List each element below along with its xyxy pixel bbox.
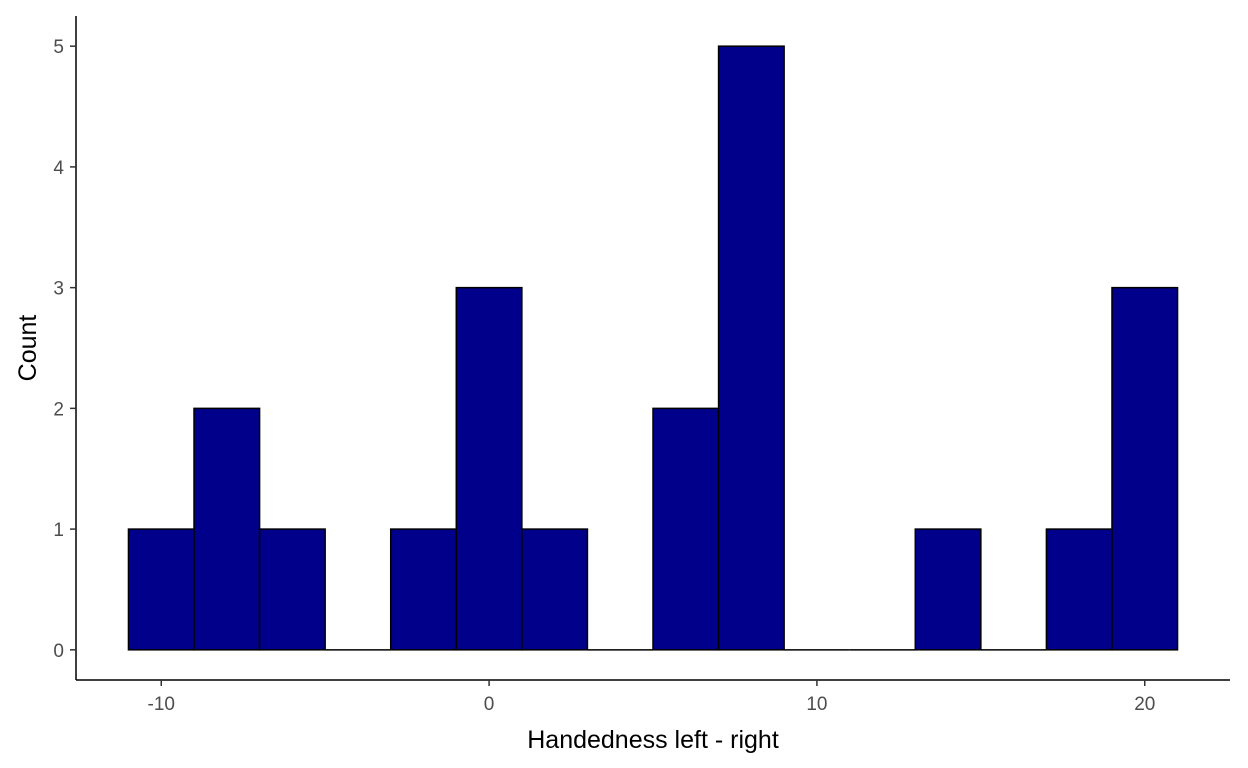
axes-group: 0 1 2 3 4 5 -10 0 10 20 bbox=[53, 16, 1230, 715]
bars-group bbox=[127, 45, 1179, 651]
x-tick-label: 20 bbox=[1134, 694, 1155, 715]
histogram-bar bbox=[1111, 286, 1179, 651]
histogram-bar bbox=[127, 528, 195, 651]
y-tick-label: 3 bbox=[53, 279, 64, 300]
y-tick-label: 2 bbox=[53, 399, 64, 420]
y-tick-label: 0 bbox=[53, 641, 64, 662]
histogram-bar bbox=[652, 407, 720, 651]
x-ticks: -10 0 10 20 bbox=[148, 680, 1155, 715]
histogram-bar bbox=[1045, 528, 1113, 651]
x-tick-label: 0 bbox=[484, 694, 495, 715]
histogram-bar bbox=[717, 45, 785, 651]
x-axis-title: Handedness left - right bbox=[527, 726, 779, 754]
histogram-bar bbox=[389, 528, 458, 651]
histogram-bar bbox=[914, 528, 982, 651]
y-ticks: 0 1 2 3 4 5 bbox=[53, 37, 76, 662]
x-tick-label: 10 bbox=[806, 694, 827, 715]
histogram-bar bbox=[258, 528, 326, 651]
histogram-bar bbox=[521, 528, 589, 651]
y-axis-title: Count bbox=[14, 315, 42, 382]
y-tick-label: 5 bbox=[53, 37, 64, 58]
histogram-bar bbox=[193, 407, 261, 651]
x-tick-label: -10 bbox=[148, 694, 175, 715]
histogram-bar bbox=[455, 286, 523, 651]
y-tick-label: 4 bbox=[53, 158, 64, 179]
y-tick-label: 1 bbox=[53, 520, 64, 541]
